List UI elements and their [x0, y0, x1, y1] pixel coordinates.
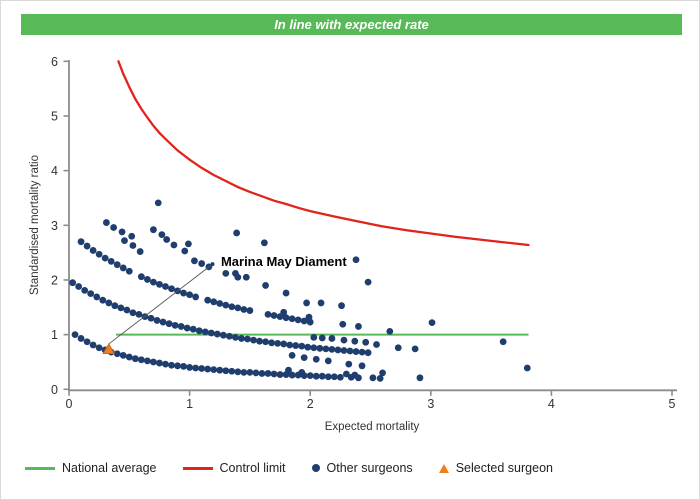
legend-label-control-limit: Control limit: [219, 461, 286, 475]
x-axis-title: Expected mortality: [325, 421, 420, 433]
svg-text:0: 0: [66, 397, 73, 411]
annotation-callout: Marina May Diament: [108, 254, 347, 345]
legend-label-national-average: National average: [62, 461, 157, 475]
legend-item-other-surgeons: Other surgeons: [311, 461, 413, 475]
status-banner-label: In line with expected rate: [274, 17, 429, 32]
control-limit-curve: [117, 60, 530, 247]
svg-text:Marina May Diament: Marina May Diament: [221, 254, 347, 269]
y-axis-title: Standardised mortality ratio: [29, 155, 41, 295]
selected-surgeon-marker[interactable]: [102, 342, 116, 354]
svg-text:5: 5: [51, 109, 58, 123]
svg-text:4: 4: [548, 397, 555, 411]
svg-text:1: 1: [51, 328, 58, 342]
svg-text:2: 2: [307, 397, 314, 411]
legend-item-national-average: National average: [25, 461, 157, 475]
other-surgeons-dot-icon: [311, 464, 320, 472]
legend-item-control-limit: Control limit: [182, 461, 286, 475]
selected-surgeon-triangle-icon: [438, 463, 449, 473]
legend-label-selected-surgeon: Selected surgeon: [455, 461, 553, 475]
control-limit-line-swatch: [182, 466, 213, 470]
svg-text:6: 6: [51, 55, 58, 69]
svg-text:5: 5: [669, 397, 676, 411]
svg-text:0: 0: [51, 383, 58, 397]
legend-item-selected-surgeon: Selected surgeon: [438, 461, 553, 475]
status-banner: In line with expected rate: [21, 14, 682, 35]
chart-legend: National average Control limit Other sur…: [1, 461, 577, 475]
svg-text:3: 3: [427, 397, 434, 411]
other-surgeons-points: [69, 199, 531, 382]
svg-text:3: 3: [51, 219, 58, 233]
legend-label-other-surgeons: Other surgeons: [326, 461, 413, 475]
national-average-line-swatch: [25, 466, 55, 470]
svg-text:1: 1: [186, 397, 193, 411]
funnel-plot-chart: 0 1 2 3 4 5 0 1 2 3 4 5 6 Marina May Diament Expecte…: [29, 55, 677, 433]
svg-text:2: 2: [51, 273, 58, 287]
axes: 0 1 2 3 4 5 0 1 2 3 4 5 6: [51, 55, 677, 411]
svg-text:4: 4: [51, 164, 58, 178]
